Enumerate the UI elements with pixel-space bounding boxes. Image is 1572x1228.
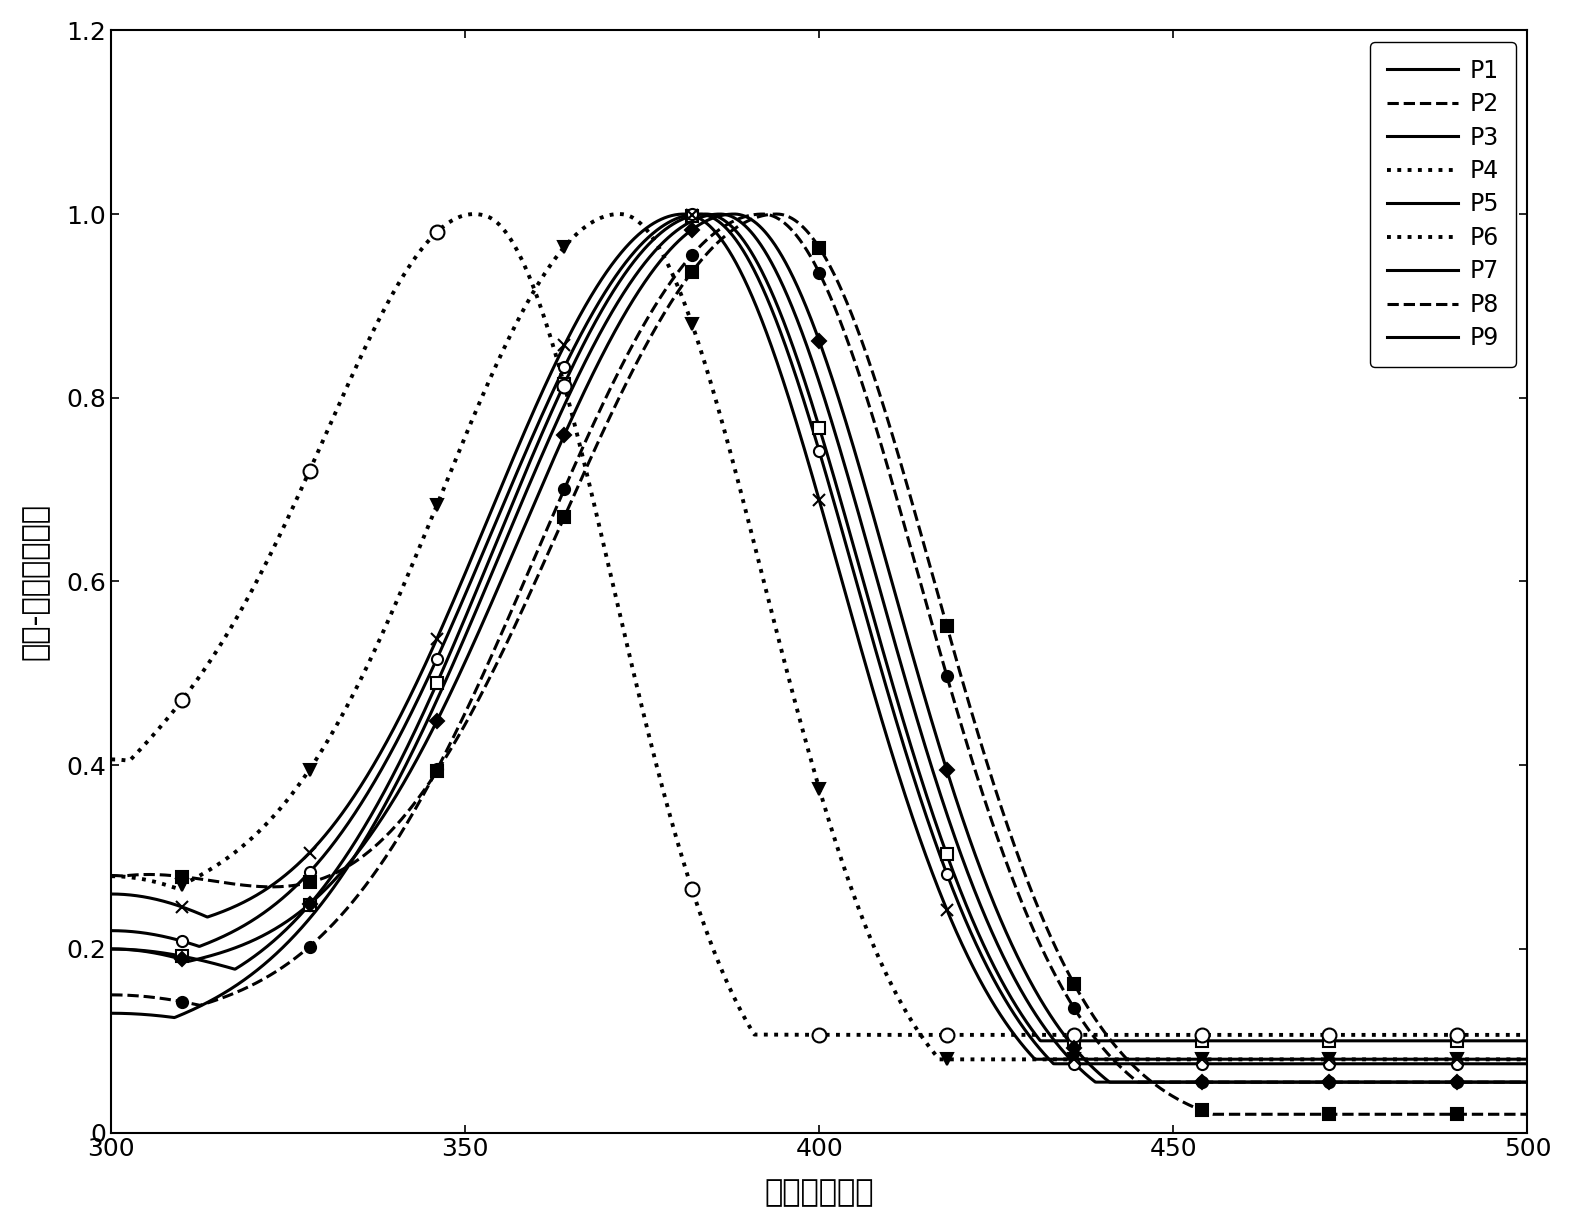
P7: [1218, 1052, 1237, 1067]
P2: [1519, 1074, 1537, 1089]
P8: [791, 217, 810, 232]
P5: [689, 206, 707, 221]
P2: [102, 987, 121, 1002]
P7: [791, 429, 810, 443]
P3: [696, 206, 715, 221]
P3: [1478, 1034, 1497, 1049]
P1: [1218, 1074, 1237, 1089]
P1: [102, 1006, 121, 1020]
P1: [1478, 1074, 1497, 1089]
P2: [1478, 1074, 1497, 1089]
P4: [1519, 1052, 1537, 1067]
P6: [753, 1028, 772, 1043]
P7: [102, 887, 121, 901]
P1: [174, 1007, 193, 1022]
P3: [102, 942, 121, 957]
P7: [1478, 1052, 1497, 1067]
P5: [1519, 1056, 1537, 1071]
Line: P6: P6: [112, 214, 1528, 1035]
P6: [1519, 1028, 1537, 1043]
P2: [1218, 1074, 1237, 1089]
P4: [1478, 1052, 1497, 1067]
P6: [791, 1028, 810, 1043]
P8: [767, 206, 786, 221]
P3: [174, 949, 193, 964]
Line: P2: P2: [112, 214, 1528, 1082]
P2: [753, 206, 772, 221]
P5: [753, 281, 772, 296]
P7: [1519, 1052, 1537, 1067]
Line: P9: P9: [112, 214, 1528, 1082]
P9: [1519, 1074, 1537, 1089]
P6: [465, 206, 484, 221]
P3: [753, 266, 772, 281]
P2: [753, 206, 772, 221]
P4: [1218, 1052, 1237, 1067]
Y-axis label: 紫外-可见吸收指数: 紫外-可见吸收指数: [20, 503, 50, 659]
P7: [753, 316, 772, 330]
P7: [1478, 1052, 1497, 1067]
P4: [102, 869, 121, 884]
Line: P7: P7: [112, 214, 1528, 1060]
P2: [174, 995, 193, 1009]
P1: [1519, 1074, 1537, 1089]
P5: [791, 383, 810, 398]
P3: [1519, 1034, 1537, 1049]
P1: [791, 322, 810, 336]
P5: [174, 935, 193, 949]
P8: [1218, 1106, 1237, 1121]
P1: [1478, 1074, 1497, 1089]
P3: [1218, 1034, 1237, 1049]
Line: P5: P5: [112, 214, 1528, 1063]
P7: [674, 206, 693, 221]
P1: [753, 241, 772, 255]
P7: [174, 900, 193, 915]
Line: P3: P3: [112, 214, 1528, 1041]
P4: [174, 877, 193, 892]
P6: [1218, 1028, 1237, 1043]
P9: [174, 953, 193, 968]
P2: [1478, 1074, 1497, 1089]
X-axis label: 波长（纳米）: 波长（纳米）: [764, 1178, 874, 1207]
P8: [1478, 1106, 1497, 1121]
P8: [753, 209, 772, 223]
P4: [791, 715, 810, 729]
P8: [1478, 1106, 1497, 1121]
P4: [1478, 1052, 1497, 1067]
P9: [725, 206, 744, 221]
P3: [1478, 1034, 1497, 1049]
Line: P8: P8: [112, 214, 1528, 1114]
P2: [791, 233, 810, 248]
P9: [1478, 1074, 1497, 1089]
P6: [1478, 1028, 1497, 1043]
P4: [610, 206, 629, 221]
P5: [1478, 1056, 1497, 1071]
P9: [102, 942, 121, 957]
Line: P4: P4: [112, 214, 1528, 1060]
P9: [791, 286, 810, 301]
P8: [102, 868, 121, 883]
P9: [1218, 1074, 1237, 1089]
P6: [174, 691, 193, 706]
P6: [1478, 1028, 1497, 1043]
P1: [711, 206, 729, 221]
P5: [1218, 1056, 1237, 1071]
P8: [1519, 1106, 1537, 1121]
P5: [102, 923, 121, 938]
P5: [1478, 1056, 1497, 1071]
Line: P1: P1: [112, 214, 1528, 1082]
P9: [1478, 1074, 1497, 1089]
P6: [102, 752, 121, 766]
P3: [791, 361, 810, 376]
P9: [753, 222, 772, 237]
P8: [174, 869, 193, 884]
P4: [753, 571, 772, 586]
Legend: P1, P2, P3, P4, P5, P6, P7, P8, P9: P1, P2, P3, P4, P5, P6, P7, P8, P9: [1371, 42, 1515, 367]
